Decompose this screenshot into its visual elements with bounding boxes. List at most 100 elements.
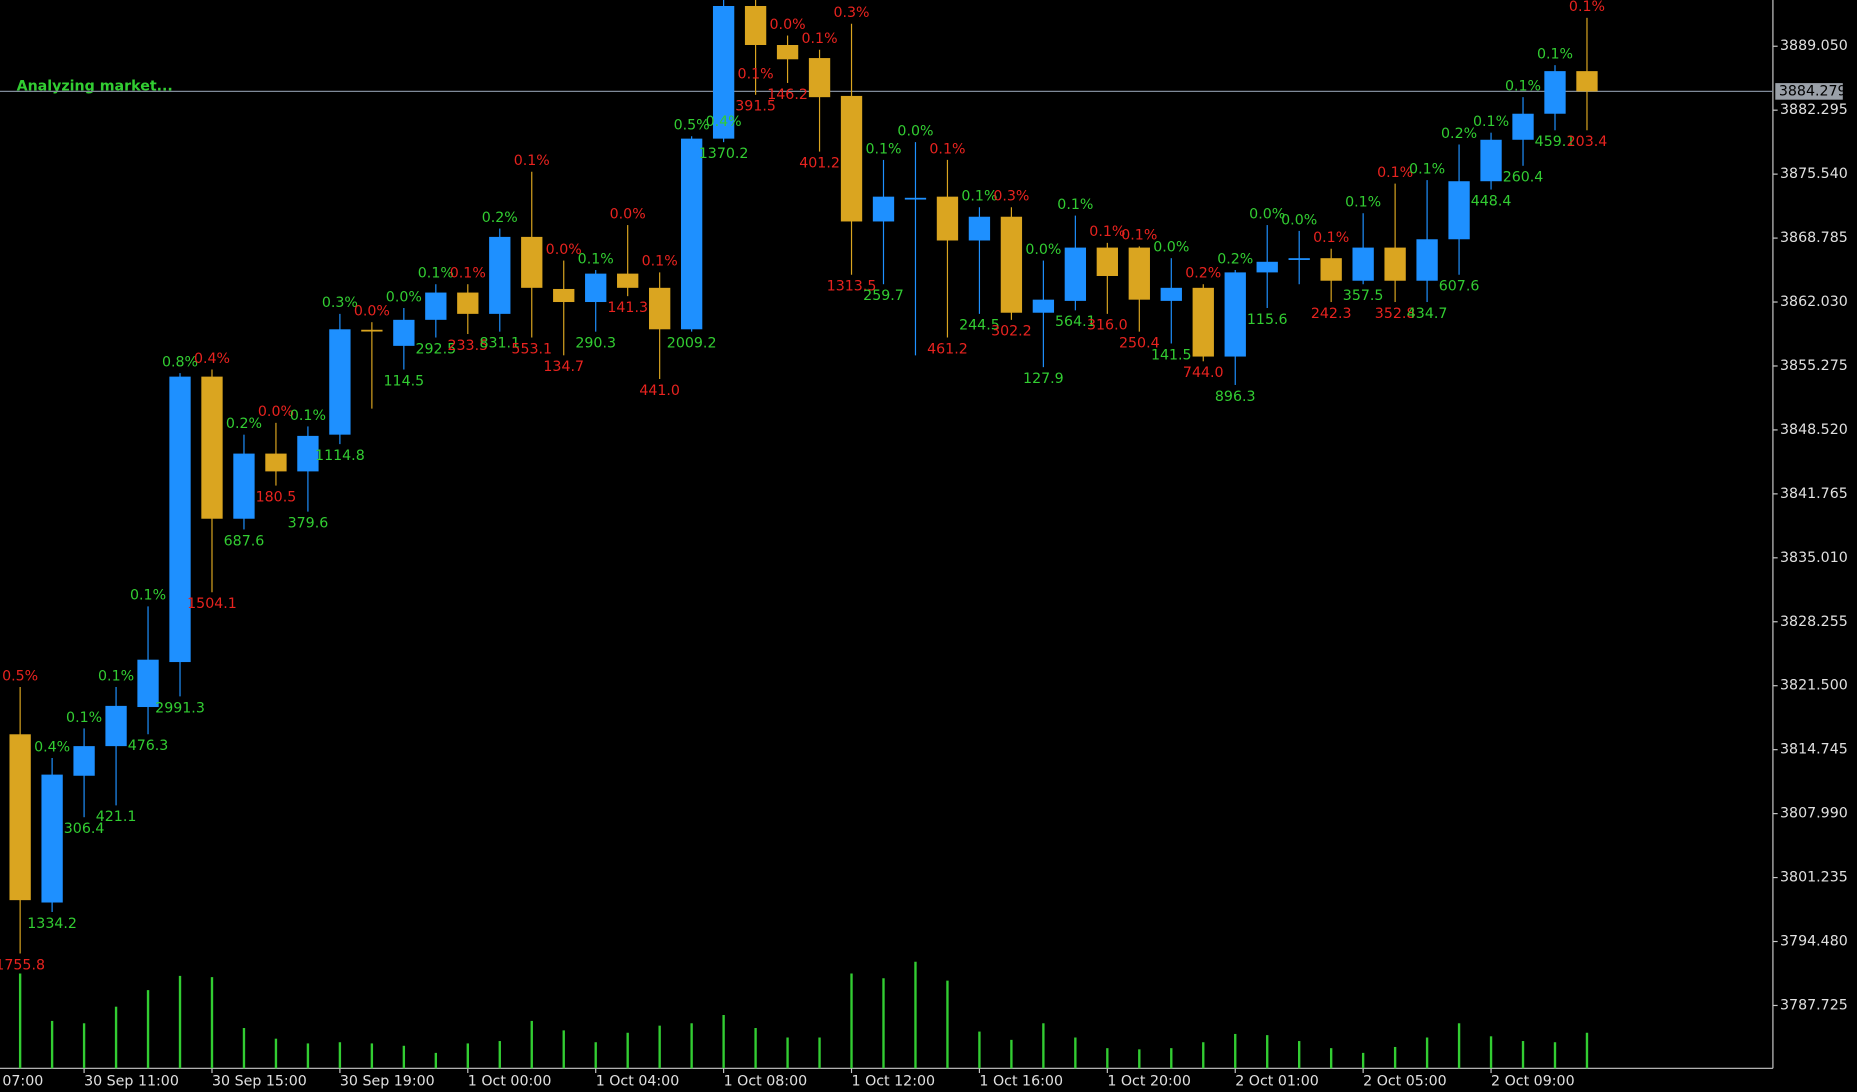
change-label: 0.1% [929,141,965,157]
x-tick-label: 2 Oct 09:00 [1491,1073,1575,1089]
change-label: 0.1% [738,67,774,83]
change-label: 0.1% [1569,0,1605,15]
y-tick-label: 3875.540 [1780,166,1848,182]
change-label: 0.0% [386,289,422,305]
candle-body [1064,247,1087,301]
candle-body [872,196,895,222]
value-label: 141.5 [1151,347,1192,363]
value-label: 259.7 [863,288,904,304]
candle-body [1000,216,1023,313]
change-label: 0.2% [482,210,518,226]
x-tick-label: 1 Oct 16:00 [979,1073,1063,1089]
candle-body [1128,247,1150,300]
change-label: 0.4% [34,739,70,755]
x-tick-label: 1 Oct 00:00 [468,1073,552,1089]
change-label: 0.4% [194,351,230,367]
change-label: 0.0% [1249,206,1285,222]
value-label: 896.3 [1215,389,1256,405]
y-tick-label: 3848.520 [1780,422,1848,438]
candle-body [680,138,703,330]
x-tick-label: 30 Sep 11:00 [84,1073,179,1089]
change-label: 0.0% [770,17,806,33]
candle-body [233,453,255,519]
y-tick-label: 3868.785 [1780,230,1848,246]
x-tick-label: 1 Oct 20:00 [1107,1073,1191,1089]
x-tick-label: 2 Oct 01:00 [1235,1073,1319,1089]
change-label: 0.1% [514,153,550,169]
candle-body [744,5,767,46]
change-label: 0.2% [1217,251,1253,267]
value-label: 391.5 [735,99,776,115]
candle-body [137,659,159,708]
candle-body [1096,247,1118,276]
candle-body [393,319,415,346]
y-tick-label: 3841.765 [1780,486,1848,502]
value-label: 2991.3 [155,700,205,716]
change-label: 0.1% [450,266,486,282]
candle-body [840,95,863,222]
y-tick-label: 3835.010 [1780,550,1848,566]
y-tick-label: 3862.030 [1780,294,1848,310]
value-label: 448.4 [1471,193,1512,209]
change-label: 0.1% [1409,161,1445,177]
y-tick-label: 3801.235 [1780,870,1848,886]
candle-body [9,734,31,901]
candle-body [1416,239,1438,281]
change-label: 0.3% [833,5,869,21]
candle-body [1512,113,1534,140]
candle-body [617,273,639,288]
value-label: 244.5 [959,318,1000,334]
value-label: 687.6 [224,533,265,549]
y-tick-label: 3828.255 [1780,614,1848,630]
candle-body [936,196,959,241]
y-tick-label: 3882.295 [1780,102,1848,118]
candle-body [1320,258,1342,281]
value-label: 357.5 [1343,288,1384,304]
value-label: 180.5 [256,489,297,505]
value-label: 233.5 [447,338,488,354]
change-label: 0.1% [1473,114,1509,130]
change-label: 0.1% [578,251,614,267]
value-label: 1313.5 [827,279,877,295]
value-label: 302.2 [991,324,1032,340]
value-label: 242.3 [1311,306,1352,322]
change-label: 0.0% [1281,212,1317,228]
candle-body [776,45,799,60]
change-label: 0.1% [1313,230,1349,246]
value-label: 250.4 [1119,336,1160,352]
change-label: 0.1% [1121,228,1157,244]
candle-body [1160,287,1182,301]
candle-body [201,376,223,519]
candle-body [1288,258,1310,260]
x-tick-label: 2 Oct 05:00 [1363,1073,1447,1089]
value-label: 1504.1 [187,596,237,612]
value-label: 292.5 [415,341,456,357]
change-label: 0.1% [66,710,102,726]
candle-body [297,435,319,472]
value-label: 203.4 [1567,134,1608,150]
change-label: 0.1% [642,254,678,270]
current-price-label: 3884.279 [1779,83,1847,99]
y-tick-label: 3807.990 [1780,806,1848,822]
change-label: 0.2% [1185,266,1221,282]
candle-body [1384,247,1406,281]
change-label: 0.0% [1025,242,1061,258]
candle-body [1480,139,1502,182]
candle-body [1352,247,1374,281]
candle-body [425,292,447,320]
change-label: 0.1% [1057,197,1093,213]
value-label: 476.3 [128,738,169,754]
candle-body [1192,287,1214,357]
x-tick-label: 30 Sep 15:00 [212,1073,307,1089]
change-label: 0.1% [1537,47,1573,63]
change-label: 0.5% [2,668,38,684]
change-label: 0.2% [226,416,262,432]
value-label: 607.6 [1439,279,1480,295]
candle-body [904,197,927,200]
y-tick-label: 3821.500 [1780,678,1848,694]
value-label: 564.1 [1055,314,1096,330]
candle-body [41,774,63,903]
value-label: 461.2 [927,341,968,357]
candle-body [105,705,127,747]
